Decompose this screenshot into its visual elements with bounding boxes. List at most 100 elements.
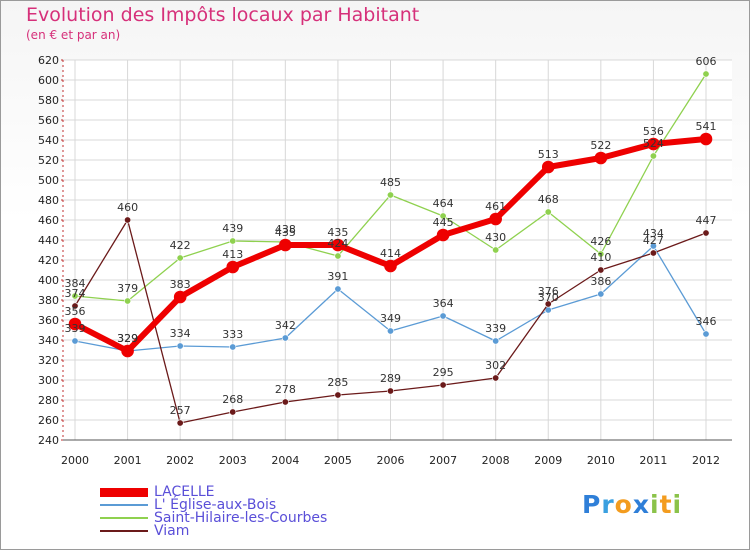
y-tick-label: 620 <box>38 54 59 67</box>
data-label: 427 <box>643 234 664 247</box>
data-point <box>647 137 660 151</box>
data-point <box>386 387 394 395</box>
data-label: 435 <box>327 226 348 239</box>
x-tick-label: 2004 <box>271 454 299 467</box>
data-label: 461 <box>485 200 506 213</box>
y-tick-label: 400 <box>38 274 59 287</box>
y-tick-label: 380 <box>38 294 59 307</box>
data-point <box>649 249 657 257</box>
data-point <box>544 208 552 216</box>
x-tick-label: 2008 <box>482 454 510 467</box>
data-point <box>386 327 394 335</box>
y-tick-label: 600 <box>38 74 59 87</box>
data-label: 513 <box>538 148 559 161</box>
data-label: 376 <box>538 285 559 298</box>
data-point <box>439 381 447 389</box>
y-tick-label: 480 <box>38 194 59 207</box>
legend-label: Saint-Hilaire-les-Courbes <box>154 510 328 526</box>
data-point <box>229 408 237 416</box>
data-point <box>492 246 500 254</box>
data-label: 302 <box>485 359 506 372</box>
chart-title: Evolution des Impôts locaux par Habitant <box>26 4 420 26</box>
data-label: 364 <box>433 297 454 310</box>
logo-letter: r <box>601 490 615 519</box>
data-point <box>71 337 79 345</box>
data-point <box>439 212 447 220</box>
data-label: 339 <box>485 322 506 335</box>
data-label: 410 <box>590 251 611 264</box>
data-point <box>71 292 79 300</box>
data-point <box>649 242 657 250</box>
y-tick-label: 520 <box>38 154 59 167</box>
data-label: 383 <box>170 278 191 291</box>
data-point <box>71 302 79 310</box>
logo-letter: P <box>582 490 602 519</box>
data-label: 606 <box>696 55 717 68</box>
data-label: 329 <box>117 332 138 345</box>
data-label: 384 <box>65 277 86 290</box>
x-tick-label: 2000 <box>61 454 89 467</box>
data-label: 524 <box>643 137 664 150</box>
data-point <box>544 300 552 308</box>
data-label: 356 <box>65 305 86 318</box>
data-point <box>594 151 608 165</box>
data-point <box>176 419 184 427</box>
data-point <box>489 212 502 226</box>
data-point <box>229 343 237 351</box>
data-label: 424 <box>327 237 348 250</box>
data-label: 257 <box>170 404 191 417</box>
y-tick-label: 300 <box>38 374 59 387</box>
series-0 <box>68 132 713 358</box>
logo-letter: o <box>614 490 633 519</box>
data-point <box>492 374 500 382</box>
data-point <box>173 290 187 304</box>
x-tick-label: 2007 <box>429 454 457 467</box>
data-label: 278 <box>275 383 296 396</box>
data-point <box>229 237 237 245</box>
data-label: 289 <box>380 372 401 385</box>
x-tick-label: 2010 <box>587 454 615 467</box>
data-point <box>597 250 605 258</box>
data-label: 391 <box>327 270 348 283</box>
series-3 <box>71 216 710 427</box>
data-point <box>281 334 289 342</box>
x-tick-label: 2011 <box>639 454 667 467</box>
data-label: 468 <box>538 193 559 206</box>
data-point <box>226 260 240 274</box>
data-point <box>649 152 657 160</box>
data-point <box>699 132 713 146</box>
data-point <box>702 330 710 338</box>
data-point <box>176 342 184 350</box>
data-label: 434 <box>643 227 664 240</box>
x-tick-label: 2006 <box>377 454 405 467</box>
y-tick-label: 340 <box>38 334 59 347</box>
y-tick-label: 360 <box>38 314 59 327</box>
proxiti-logo: Proxiti <box>582 490 682 519</box>
y-tick-label: 260 <box>38 414 59 427</box>
data-label: 414 <box>380 247 401 260</box>
data-labels-layer: 339 329 334 333 342 391 349 364 339 370 386 434 346 3… <box>65 55 717 417</box>
x-tick-label: 2002 <box>166 454 194 467</box>
data-point <box>334 252 342 260</box>
data-label: 435 <box>275 226 296 239</box>
data-label: 295 <box>433 366 454 379</box>
plot-area <box>63 60 732 440</box>
data-point <box>331 238 345 252</box>
data-label: 342 <box>275 319 296 332</box>
legend-label: Viam <box>154 523 190 539</box>
y-tick-label: 440 <box>38 234 59 247</box>
data-label: 374 <box>65 287 86 300</box>
y-tick-label: 540 <box>38 134 59 147</box>
data-label: 522 <box>590 139 611 152</box>
data-label: 268 <box>222 393 243 406</box>
y-tick-label: 320 <box>38 354 59 367</box>
data-point <box>124 297 132 305</box>
legend-label: LACELLE <box>154 484 215 500</box>
data-label: 349 <box>380 312 401 325</box>
x-tick-label: 2001 <box>114 454 142 467</box>
data-label: 460 <box>117 201 138 214</box>
data-label: 370 <box>538 291 559 304</box>
data-point <box>492 337 500 345</box>
legend-swatch <box>100 530 148 532</box>
